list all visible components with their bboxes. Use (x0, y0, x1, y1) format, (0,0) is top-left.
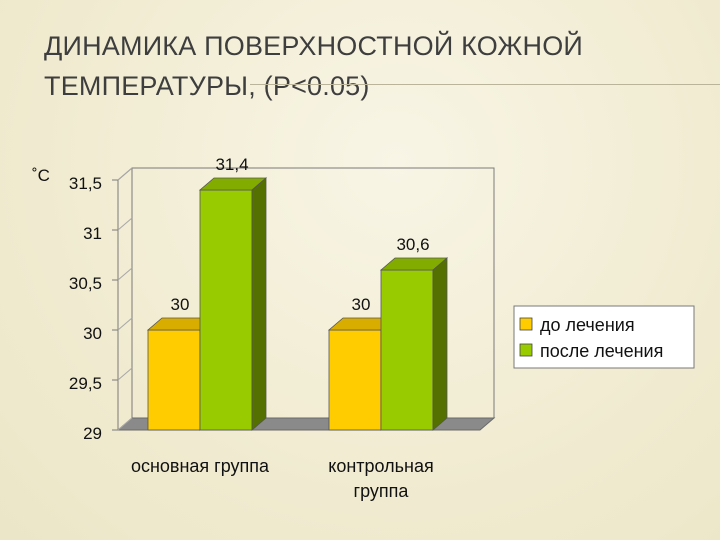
legend-label: до лечения (540, 315, 635, 335)
y-tick-wall-line (117, 367, 133, 381)
x-axis-categories: основная группа контрольная группа (131, 456, 434, 501)
bar-front (147, 329, 201, 431)
y-tick-wall-line (117, 167, 133, 181)
bar (198, 177, 268, 431)
chart-bars (146, 177, 449, 431)
legend-label: после лечения (540, 341, 663, 361)
legend-swatch (519, 317, 533, 331)
y-tick-label: 31 (83, 224, 102, 243)
data-labels: 30 31,4 30 30,6 (171, 155, 430, 314)
y-tick-label: 29 (83, 424, 102, 443)
legend-swatch (519, 343, 533, 357)
y-tick-wall-line (117, 217, 133, 231)
legend-box (513, 305, 695, 369)
x-category-label: группа (354, 481, 410, 501)
bar-front (199, 189, 253, 431)
x-category-label: основная группа (131, 456, 270, 476)
y-tick-label: 30 (83, 324, 102, 343)
y-axis: 29 29,5 30 30,5 31 31,5 ˚С (32, 166, 133, 443)
data-label: 30 (352, 295, 371, 314)
y-axis-label: ˚С (32, 166, 50, 185)
slide-title-line-1: ДИНАМИКА ПОВЕРХНОСТНОЙ КОЖНОЙ (44, 31, 584, 61)
bar (379, 257, 449, 431)
bar-side (251, 177, 267, 431)
data-label: 30 (171, 295, 190, 314)
slide-title-line-2: ТЕМПЕРАТУРЫ, (Р<0.05) (44, 71, 370, 101)
y-tick-label: 31,5 (69, 174, 102, 193)
bar-side (432, 257, 448, 431)
y-tick-label: 29,5 (69, 374, 102, 393)
y-tick-wall-line (117, 267, 133, 281)
bar-front (328, 329, 382, 431)
bar-front (380, 269, 434, 431)
data-label: 30,6 (396, 235, 429, 254)
title-rule (250, 84, 720, 85)
legend: до лечения после лечения (513, 305, 695, 369)
data-label: 31,4 (215, 155, 248, 174)
y-tick-wall-line (117, 317, 133, 331)
x-category-label: контрольная (328, 456, 433, 476)
y-tick-wall-line (117, 417, 133, 431)
slide-title: ДИНАМИКА ПОВЕРХНОСТНОЙ КОЖНОЙ ТЕМПЕРАТУР… (44, 26, 684, 106)
y-tick-label: 30,5 (69, 274, 102, 293)
